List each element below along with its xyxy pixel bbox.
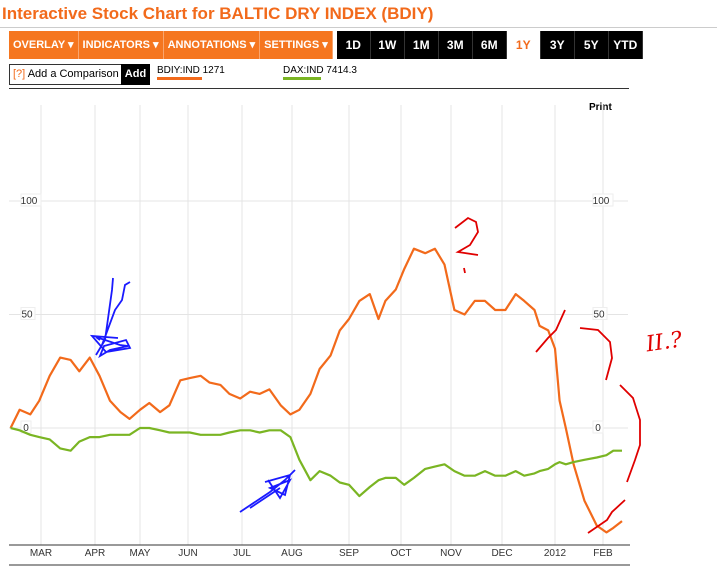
comparison-placeholder: Add a Comparison xyxy=(27,68,119,80)
blue-scribble-annotation xyxy=(239,469,296,513)
x-tick-label: AUG xyxy=(281,548,303,559)
x-tick-label: SEP xyxy=(339,548,359,559)
add-button[interactable]: Add xyxy=(121,64,150,85)
legend-dax: DAX:IND 7414.3 xyxy=(283,65,357,80)
print-link[interactable]: Print xyxy=(589,102,612,113)
range-3y[interactable]: 3Y xyxy=(540,31,575,59)
handwritten-annotation-text: II.? xyxy=(644,327,684,358)
legend-swatch xyxy=(157,77,202,80)
y-tick-label-bg xyxy=(592,420,604,434)
range-1d[interactable]: 1D xyxy=(336,31,371,59)
x-tick-label: DEC xyxy=(491,548,512,559)
series-line-bdiyind xyxy=(9,247,623,534)
x-tick-label: APR xyxy=(85,548,106,559)
y-tick-label: 50 xyxy=(21,310,33,321)
x-tick-label: MAY xyxy=(130,548,151,559)
legend-swatch xyxy=(283,77,321,80)
overlay-menu[interactable]: OVERLAY ▾ xyxy=(9,31,79,59)
x-tick-label: 2012 xyxy=(544,548,567,559)
divider xyxy=(0,27,717,28)
y-tick-label: 100 xyxy=(21,196,38,207)
legend-symbol: DAX:IND xyxy=(283,65,324,76)
y-tick-label: 0 xyxy=(595,423,601,434)
legend-bdiy: BDIY:IND 1271 xyxy=(157,65,225,80)
help-link[interactable]: [?] xyxy=(13,68,26,80)
x-tick-label: NOV xyxy=(440,548,462,559)
blue-scribble-annotation xyxy=(89,277,132,359)
x-tick-label: FEB xyxy=(593,548,613,559)
red-question-mark-annotation xyxy=(454,216,479,274)
y-tick-label-bg xyxy=(20,307,36,320)
settings-menu[interactable]: SETTINGS ▾ xyxy=(260,31,333,59)
range-1m[interactable]: 1M xyxy=(404,31,439,59)
x-tick-label: MAR xyxy=(30,548,52,559)
red-handwritten-annotation xyxy=(535,309,613,381)
add-comparison-input[interactable]: [?] Add a Comparison xyxy=(9,64,123,85)
y-tick-label-bg xyxy=(592,307,608,320)
range-6m[interactable]: 6M xyxy=(472,31,507,59)
range-ytd[interactable]: YTD xyxy=(608,31,643,59)
series-line-daxind xyxy=(10,426,622,498)
y-tick-label-bg xyxy=(20,193,42,207)
legend-value: 7414.3 xyxy=(326,65,357,76)
red-curve-annotation xyxy=(587,384,641,534)
legend-symbol: BDIY:IND xyxy=(157,65,200,76)
chart-toolbar: OVERLAY ▾ INDICATORS ▾ ANNOTATIONS ▾ SET… xyxy=(9,31,643,59)
range-1w[interactable]: 1W xyxy=(370,31,405,59)
y-tick-label: 100 xyxy=(593,196,610,207)
page-title: Interactive Stock Chart for BALTIC DRY I… xyxy=(2,4,434,23)
y-tick-label-bg xyxy=(592,193,614,207)
range-1y[interactable]: 1Y xyxy=(506,31,541,59)
indicators-menu[interactable]: INDICATORS ▾ xyxy=(78,31,164,59)
annotations-menu[interactable]: ANNOTATIONS ▾ xyxy=(163,31,261,59)
legend-value: 1271 xyxy=(202,65,225,76)
divider xyxy=(9,88,629,89)
x-tick-label: JUL xyxy=(233,548,251,559)
x-tick-label: OCT xyxy=(390,548,411,559)
x-tick-label: JUN xyxy=(178,548,197,559)
y-tick-label: 50 xyxy=(593,310,605,321)
y-tick-label: 0 xyxy=(23,423,29,434)
range-3m[interactable]: 3M xyxy=(438,31,473,59)
range-5y[interactable]: 5Y xyxy=(574,31,609,59)
